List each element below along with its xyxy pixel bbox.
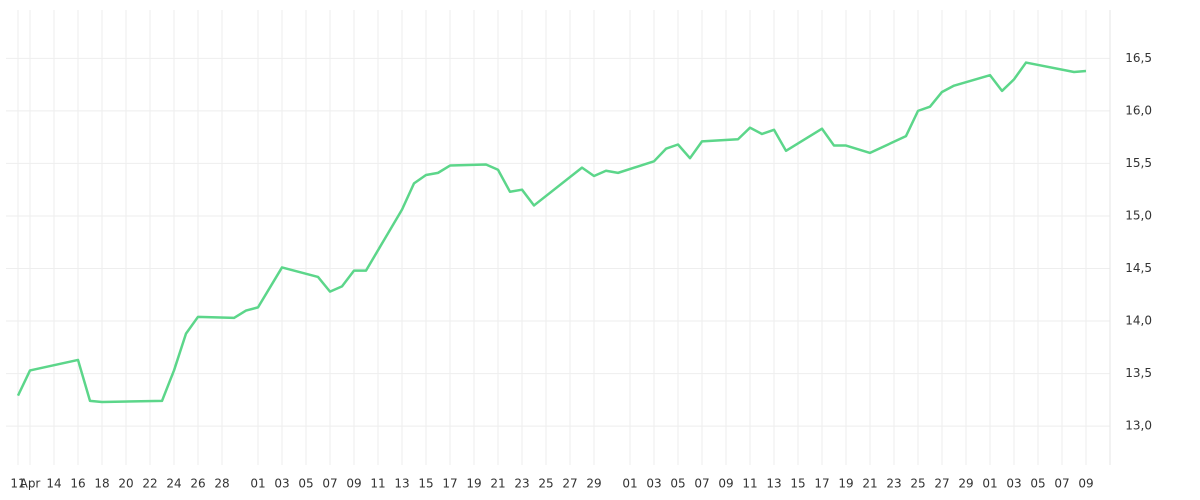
x-tick-label: 17	[442, 477, 457, 491]
x-tick-label: 09	[718, 477, 733, 491]
x-tick-label: 17	[814, 477, 829, 491]
x-tick-label: 27	[562, 477, 577, 491]
x-tick-label: 05	[1030, 477, 1045, 491]
y-tick-label: 15,5	[1125, 156, 1152, 170]
x-tick-label: 11	[370, 477, 385, 491]
x-tick-label: 09	[1078, 477, 1093, 491]
x-tick-label: 05	[298, 477, 313, 491]
y-tick-label: 16,0	[1125, 103, 1152, 117]
x-tick-label: 01	[622, 477, 637, 491]
x-tick-label: 14	[46, 477, 61, 491]
x-tick-label: 07	[322, 477, 337, 491]
x-tick-label: 29	[586, 477, 601, 491]
x-tick-label: 01	[982, 477, 997, 491]
x-tick-label: 15	[790, 477, 805, 491]
x-tick-label: 03	[274, 477, 289, 491]
x-tick-label: 19	[838, 477, 853, 491]
x-tick-label: 05	[670, 477, 685, 491]
x-tick-label: 25	[538, 477, 553, 491]
x-tick-label: 09	[346, 477, 361, 491]
x-tick-label: 28	[214, 477, 229, 491]
y-tick-label: 14,0	[1125, 314, 1152, 328]
y-tick-label: 16,5	[1125, 51, 1152, 65]
x-tick-label: Apr	[20, 477, 41, 491]
x-tick-label: 07	[1054, 477, 1069, 491]
x-tick-label: 21	[490, 477, 505, 491]
x-tick-label: 03	[1006, 477, 1021, 491]
x-tick-label: 11	[742, 477, 757, 491]
x-tick-label: 01	[250, 477, 265, 491]
x-tick-label: 13	[766, 477, 781, 491]
x-tick-label: 18	[94, 477, 109, 491]
x-tick-label: 29	[958, 477, 973, 491]
price-line	[16, 61, 1087, 404]
x-tick-label: 15	[418, 477, 433, 491]
y-tick-label: 14,5	[1125, 261, 1152, 275]
x-tick-label: 27	[934, 477, 949, 491]
y-tick-label: 15,0	[1125, 208, 1152, 222]
x-tick-label: 11	[10, 477, 25, 491]
x-tick-label: 20	[118, 477, 133, 491]
x-tick-label: 19	[466, 477, 481, 491]
x-tick-label: 25	[910, 477, 925, 491]
x-tick-label: 03	[646, 477, 661, 491]
y-tick-label: 13,0	[1125, 419, 1152, 433]
y-tick-label: 13,5	[1125, 366, 1152, 380]
x-tick-label: 07	[694, 477, 709, 491]
x-tick-label: 13	[394, 477, 409, 491]
x-tick-label: 24	[166, 477, 181, 491]
x-tick-label: 16	[70, 477, 85, 491]
x-tick-label: 23	[886, 477, 901, 491]
x-tick-label: 21	[862, 477, 877, 491]
x-tick-label: 23	[514, 477, 529, 491]
x-tick-label: 22	[142, 477, 157, 491]
x-tick-label: 26	[190, 477, 205, 491]
